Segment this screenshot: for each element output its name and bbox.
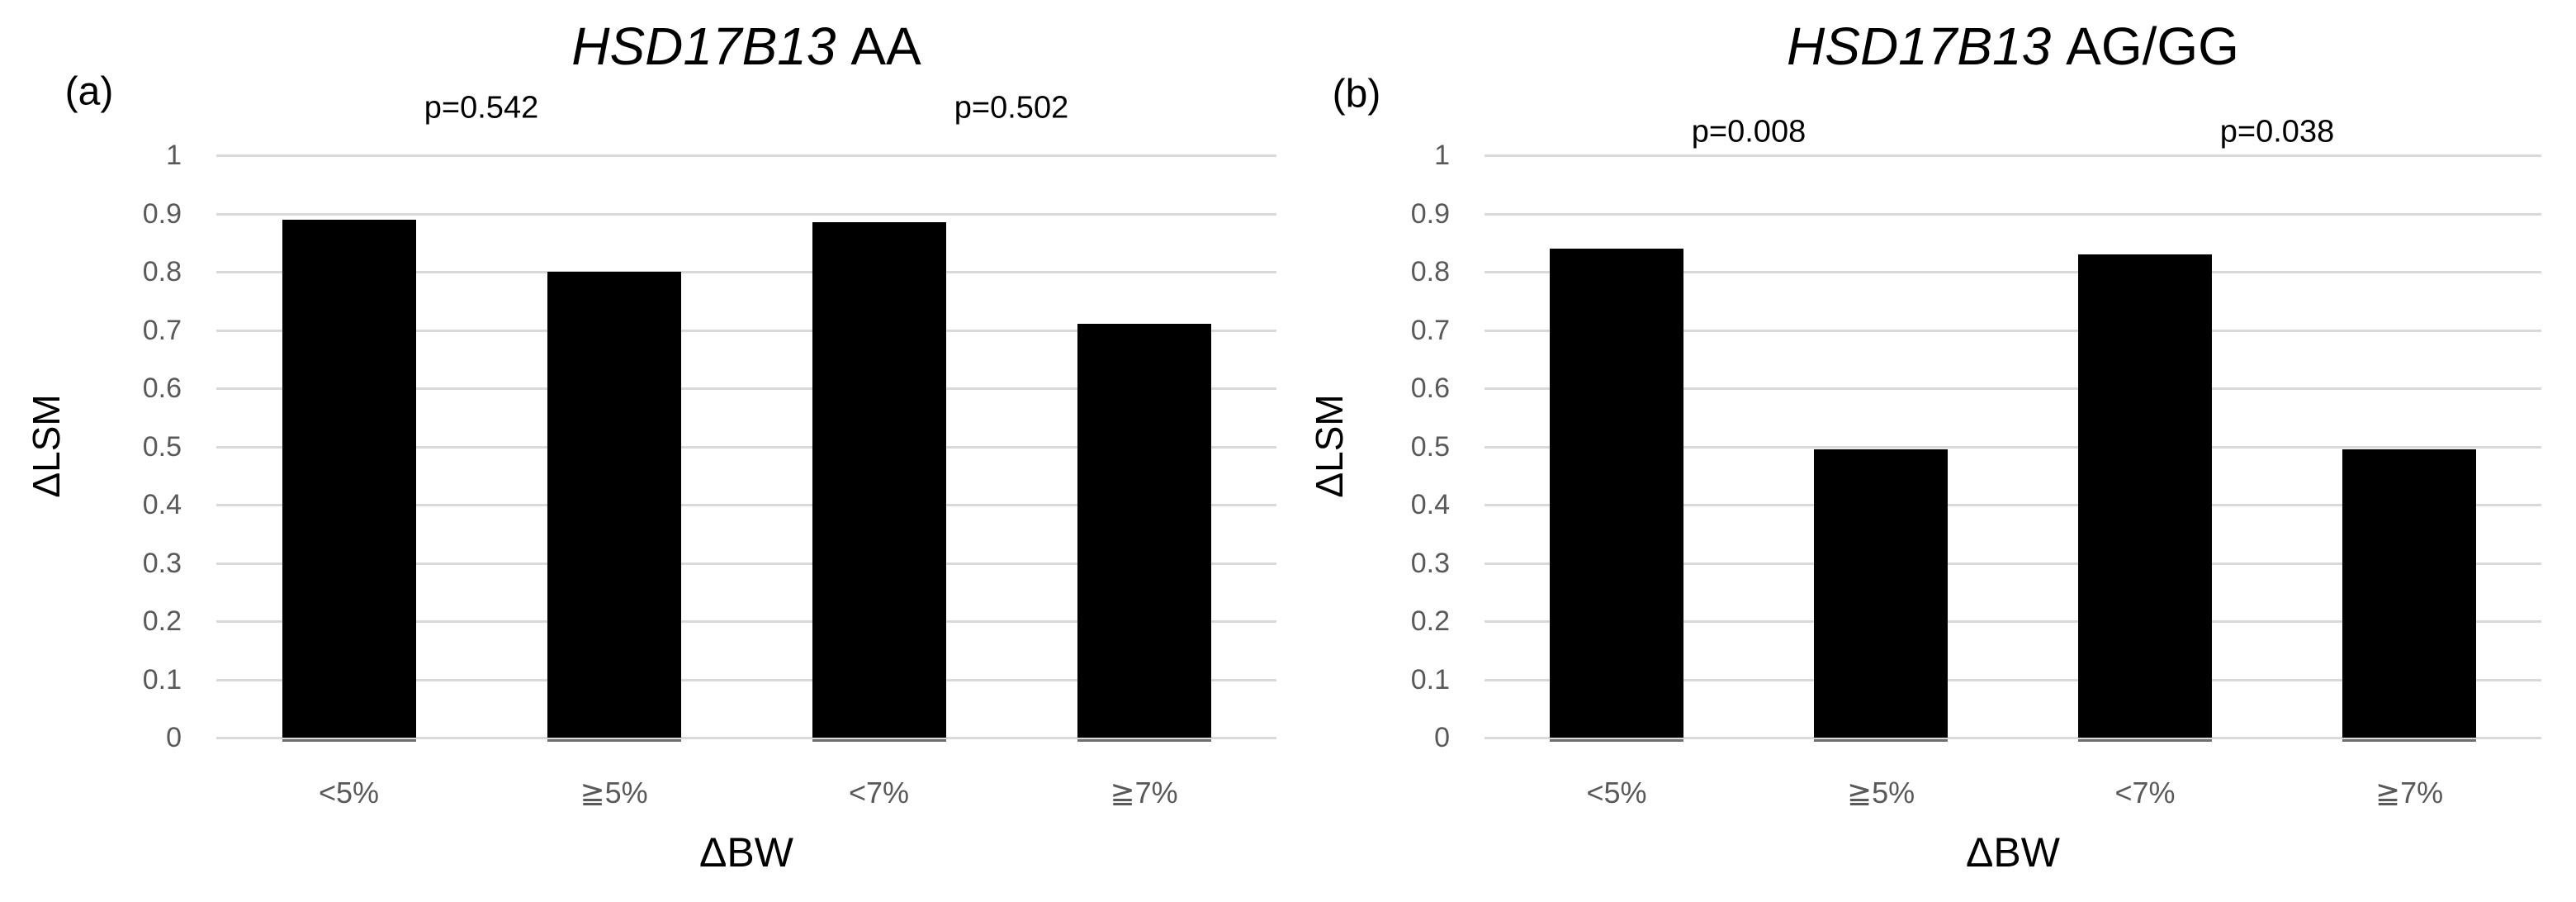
chart-title-gene: HSD17B13 xyxy=(571,17,836,76)
chart-title-gene: HSD17B13 xyxy=(1787,17,2052,76)
bar-base-shadow xyxy=(547,739,681,742)
bar xyxy=(282,219,416,738)
y-tick-label: 0.3 xyxy=(1410,547,1450,579)
bar-base-shadow xyxy=(812,739,946,742)
gridline xyxy=(1485,445,2541,449)
y-tick-label: 0.6 xyxy=(142,373,182,404)
chart-title: HSD17B13 AA xyxy=(571,20,921,73)
gridline xyxy=(216,271,1276,273)
gridline xyxy=(1485,387,2541,390)
y-tick-label: 0.4 xyxy=(142,489,182,520)
y-tick-label: 0 xyxy=(1434,722,1450,753)
bar xyxy=(1077,324,1211,738)
x-tick-label: ≧5% xyxy=(580,776,648,809)
bar-base-shadow xyxy=(2078,739,2212,742)
gridline xyxy=(1485,504,2541,506)
y-tick-label: 0.5 xyxy=(142,430,182,463)
y-tick-label: 0.2 xyxy=(142,605,182,637)
p-value-annotation: p=0.502 xyxy=(954,90,1069,126)
p-value-annotation: p=0.038 xyxy=(2219,114,2335,150)
y-tick-label: 1 xyxy=(166,140,182,171)
y-tick-label: 1 xyxy=(1434,140,1450,171)
bar xyxy=(812,222,946,738)
x-tick-label: <7% xyxy=(848,776,910,809)
y-tick-label: 0.7 xyxy=(1410,314,1450,346)
panel-a: (a) HSD17B13 AA ΔLSM 0 0.1 0.2 0.3 0.4 0.5 0.6 0… xyxy=(25,20,1276,876)
chart-title-genotype: AA xyxy=(850,17,921,76)
panel-b: (b) HSD17B13 AG/GG ΔLSM 0 0.1 0.2 0.3 0.4 0.5 0… xyxy=(1288,0,2576,902)
x-tick-label: ≧7% xyxy=(2375,776,2444,809)
y-tick-label: 0.8 xyxy=(142,256,182,287)
y-tick-label: 0.5 xyxy=(1410,430,1450,463)
x-tick-label: <5% xyxy=(318,776,380,809)
panel-index-label: (a) xyxy=(64,69,114,114)
y-tick-label: 0.1 xyxy=(142,663,182,695)
gridline xyxy=(216,445,1276,449)
x-tick-label: <5% xyxy=(1586,776,1647,809)
y-tick-label: 0.8 xyxy=(1410,256,1450,287)
y-tick-label: 0.4 xyxy=(1410,489,1450,520)
y-tick-label: 0 xyxy=(166,722,182,753)
y-tick-label: 0.9 xyxy=(142,197,182,230)
gridline xyxy=(1485,154,2541,157)
x-tick-label: ≧5% xyxy=(1846,776,1915,809)
y-tick-label: 0.1 xyxy=(1410,663,1450,695)
x-axis-label: ΔBW xyxy=(699,829,793,876)
gridline xyxy=(216,504,1276,506)
x-axis-line xyxy=(216,737,1276,739)
panel-index-label: (b) xyxy=(1332,72,1381,116)
gridline xyxy=(1485,329,2541,332)
bar-base-shadow xyxy=(1077,739,1211,742)
gridline xyxy=(216,329,1276,332)
gridline xyxy=(216,387,1276,390)
bar-base-shadow xyxy=(282,739,416,742)
bar-base-shadow xyxy=(2342,739,2476,742)
y-tick-label: 0.9 xyxy=(1410,197,1450,230)
bar xyxy=(547,272,681,738)
p-value-annotation: p=0.008 xyxy=(1691,114,1807,150)
bar-base-shadow xyxy=(1814,739,1948,742)
bar xyxy=(2078,254,2212,738)
gridline xyxy=(1485,678,2541,681)
chart-title-genotype: AG/GG xyxy=(2066,17,2239,76)
gridline xyxy=(216,620,1276,623)
bar xyxy=(2342,449,2476,738)
x-tick-label: ≧7% xyxy=(1110,776,1178,809)
gridline xyxy=(216,212,1276,216)
y-tick-label: 0.2 xyxy=(1410,605,1450,637)
bar xyxy=(1550,248,1683,738)
gridline xyxy=(1485,620,2541,623)
chart-title: HSD17B13 AG/GG xyxy=(1787,20,2239,73)
p-value-annotation: p=0.542 xyxy=(424,90,539,126)
x-axis-label: ΔBW xyxy=(1966,829,2060,876)
gridline xyxy=(1485,212,2541,216)
x-axis-line xyxy=(1485,737,2541,739)
gridline xyxy=(216,678,1276,681)
gridline xyxy=(216,154,1276,157)
y-tick-label: 0.6 xyxy=(1410,373,1450,404)
y-tick-label: 0.3 xyxy=(142,547,182,579)
bar xyxy=(1814,449,1948,738)
y-tick-label: 0.7 xyxy=(142,314,182,346)
x-tick-label: <7% xyxy=(2114,776,2176,809)
gridline xyxy=(1485,271,2541,273)
gridline xyxy=(1485,562,2541,565)
gridline xyxy=(216,562,1276,565)
bar-base-shadow xyxy=(1550,739,1683,742)
